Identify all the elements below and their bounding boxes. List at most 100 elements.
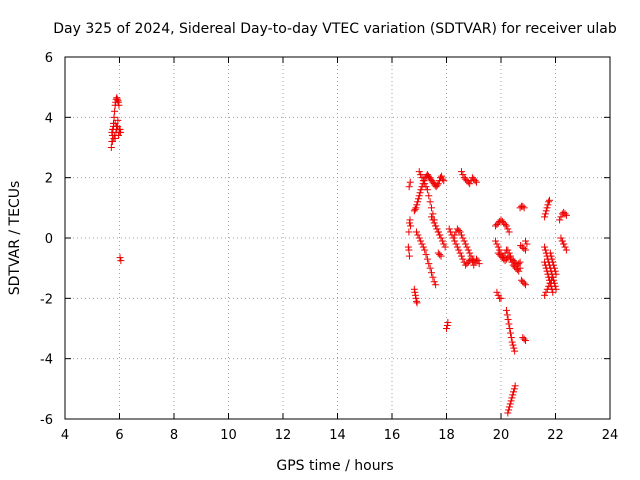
y-tick-label: -2 [40,292,53,307]
data-point [541,213,549,221]
data-point [430,219,438,227]
data-point [113,95,121,103]
data-point [413,299,421,307]
data-point [456,249,464,257]
x-tick-label: 24 [602,428,619,443]
data-point [541,291,549,299]
data-point [440,177,448,185]
data-point [414,231,422,239]
data-point [428,213,436,221]
data-point [463,243,471,251]
data-point [457,252,465,260]
data-point [497,294,505,302]
data-point [414,198,422,206]
data-point [520,279,528,287]
x-tick-label: 6 [115,428,123,443]
data-point [406,178,414,186]
data-point [434,228,442,236]
data-point [504,225,512,233]
data-point [437,252,445,260]
data-point [507,397,515,405]
y-tick-label: 4 [45,111,53,126]
data-point [456,228,464,236]
data-point [510,344,518,352]
y-tick-label: 2 [45,172,53,187]
data-point [508,338,516,346]
data-point [411,288,419,296]
data-point [111,107,119,115]
data-point [434,180,442,188]
data-point [557,234,565,242]
data-point [110,134,118,142]
data-point [545,198,553,206]
data-point [543,285,551,293]
data-point [511,382,519,390]
data-point [405,228,413,236]
data-point [518,243,526,251]
data-point [107,144,115,151]
data-point [116,254,124,262]
data-point [411,291,419,299]
data-point [520,204,528,212]
y-tick-labels: -6 -4 -2 0 2 4 6 [40,51,53,428]
data-point [452,240,460,248]
x-tick-label: 20 [493,428,510,443]
data-point [556,216,564,224]
data-point [464,246,472,254]
data-point [451,237,459,245]
data-point [405,246,413,254]
data-point [421,180,429,188]
data-point [423,255,431,263]
data-point [520,245,528,253]
axis-ticks [64,56,611,420]
y-tick-label: 6 [45,51,53,66]
data-point [523,240,531,248]
data-point [407,222,415,230]
data-point [543,252,551,260]
data-point [562,246,570,254]
data-point [457,231,465,239]
data-point [502,306,510,314]
data-point [494,243,502,251]
data-point [541,258,549,266]
data-point [558,237,566,245]
data-point [511,347,519,355]
data-point [114,116,122,124]
data-point [508,258,516,266]
data-point [415,168,423,176]
data-point [516,264,524,272]
data-point [113,94,121,102]
data-point [502,222,510,230]
data-point [549,288,557,296]
data-point [542,249,550,257]
x-tick-label: 16 [384,428,401,443]
data-point [466,249,474,257]
data-point [543,267,551,275]
data-point [522,281,530,289]
data-point [542,264,550,272]
data-point [475,260,483,268]
data-point [108,137,116,145]
data-point [455,226,463,234]
data-point [471,177,479,185]
data-point [419,243,427,251]
data-point [114,98,122,106]
data-point [419,177,427,185]
data-point [457,168,465,176]
x-tick-labels: 4 6 8 10 12 14 16 18 20 22 24 [61,428,618,443]
data-point [462,240,470,248]
chart-title: Day 325 of 2024, Sidereal Day-to-day VTE… [53,21,617,37]
grid-lines [65,57,610,419]
data-point [505,228,513,236]
data-point [425,192,433,200]
data-point [428,269,436,277]
data-point [466,180,474,188]
data-point [541,210,549,218]
data-point [546,196,554,204]
data-point [545,282,553,290]
data-point [436,251,444,259]
data-point [503,311,511,319]
data-point [501,220,509,228]
data-point [504,246,512,254]
data-point [541,261,549,269]
